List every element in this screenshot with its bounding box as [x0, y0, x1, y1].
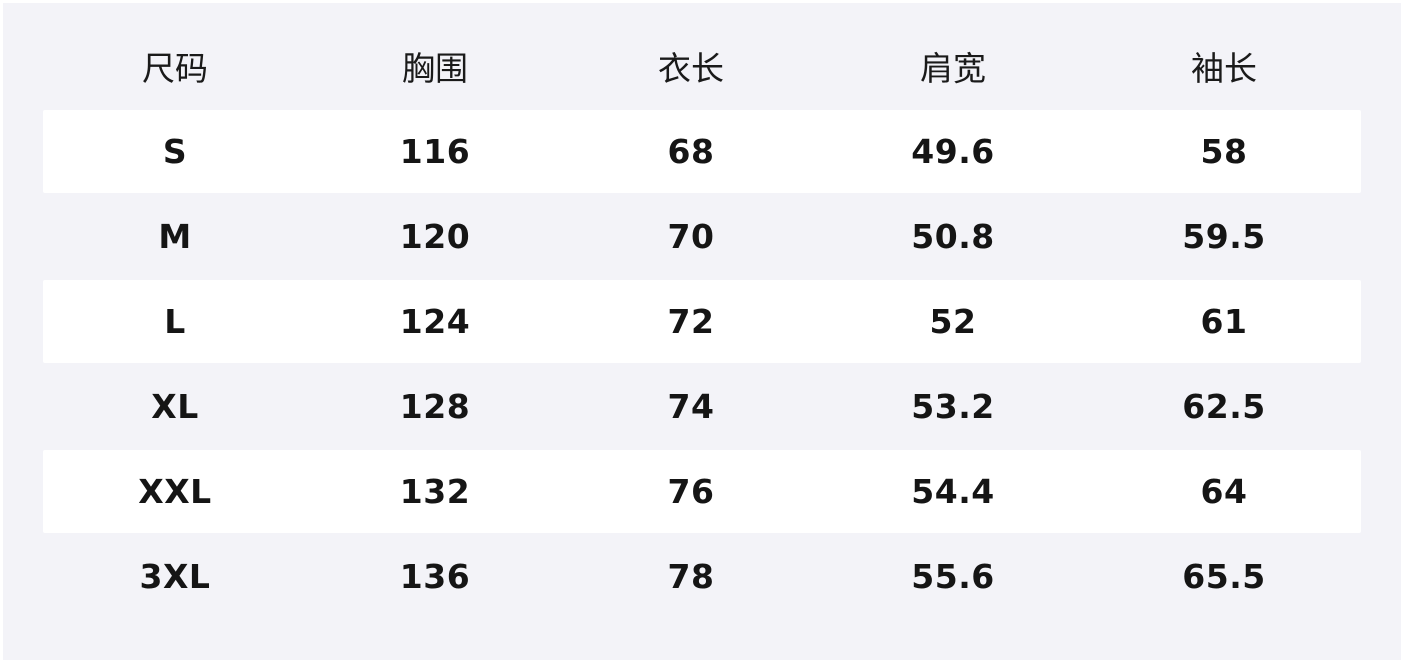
size-chart-table: 尺码 胸围 衣长 肩宽 袖长 S 116 68 49.6 58 M 120 70 50.8 59.… [3, 3, 1401, 660]
cell-sleeve: 62.5 [1182, 387, 1266, 426]
cell-length: 68 [667, 132, 715, 171]
table-row: S 116 68 49.6 58 [3, 110, 1401, 193]
cell-size: M [158, 217, 192, 256]
cell-length: 70 [667, 217, 715, 256]
cell-sleeve: 64 [1200, 472, 1248, 511]
cell-shoulder: 49.6 [911, 132, 995, 171]
cell-chest: 120 [399, 217, 471, 256]
cell-length: 74 [667, 387, 715, 426]
header-length: 衣长 [658, 49, 724, 88]
cell-length: 76 [667, 472, 715, 511]
cell-length: 78 [667, 557, 715, 596]
cell-sleeve: 59.5 [1182, 217, 1266, 256]
cell-shoulder: 55.6 [911, 557, 995, 596]
cell-length: 72 [667, 302, 715, 341]
header-chest: 胸围 [402, 49, 468, 88]
cell-size: 3XL [139, 557, 211, 596]
header-size: 尺码 [142, 49, 208, 88]
cell-sleeve: 58 [1200, 132, 1248, 171]
table-row: M 120 70 50.8 59.5 [3, 195, 1401, 278]
cell-chest: 128 [399, 387, 471, 426]
cell-sleeve: 61 [1200, 302, 1248, 341]
table-row: L 124 72 52 61 [3, 280, 1401, 363]
cell-sleeve: 65.5 [1182, 557, 1266, 596]
cell-chest: 136 [399, 557, 471, 596]
table-row: XXL 132 76 54.4 64 [3, 450, 1401, 533]
table-row: 3XL 136 78 55.6 65.5 [3, 535, 1401, 618]
cell-chest: 132 [399, 472, 471, 511]
cell-size: XL [151, 387, 199, 426]
cell-shoulder: 52 [929, 302, 977, 341]
header-shoulder: 肩宽 [920, 49, 986, 88]
table-row: XL 128 74 53.2 62.5 [3, 365, 1401, 448]
table-header: 尺码 胸围 衣长 肩宽 袖长 [3, 27, 1401, 110]
cell-shoulder: 54.4 [911, 472, 995, 511]
cell-size: XXL [138, 472, 212, 511]
cell-shoulder: 53.2 [911, 387, 995, 426]
cell-shoulder: 50.8 [911, 217, 995, 256]
header-sleeve: 袖长 [1191, 49, 1257, 88]
cell-chest: 124 [399, 302, 471, 341]
cell-size: S [162, 132, 188, 171]
cell-chest: 116 [399, 132, 471, 171]
cell-size: L [164, 302, 186, 341]
